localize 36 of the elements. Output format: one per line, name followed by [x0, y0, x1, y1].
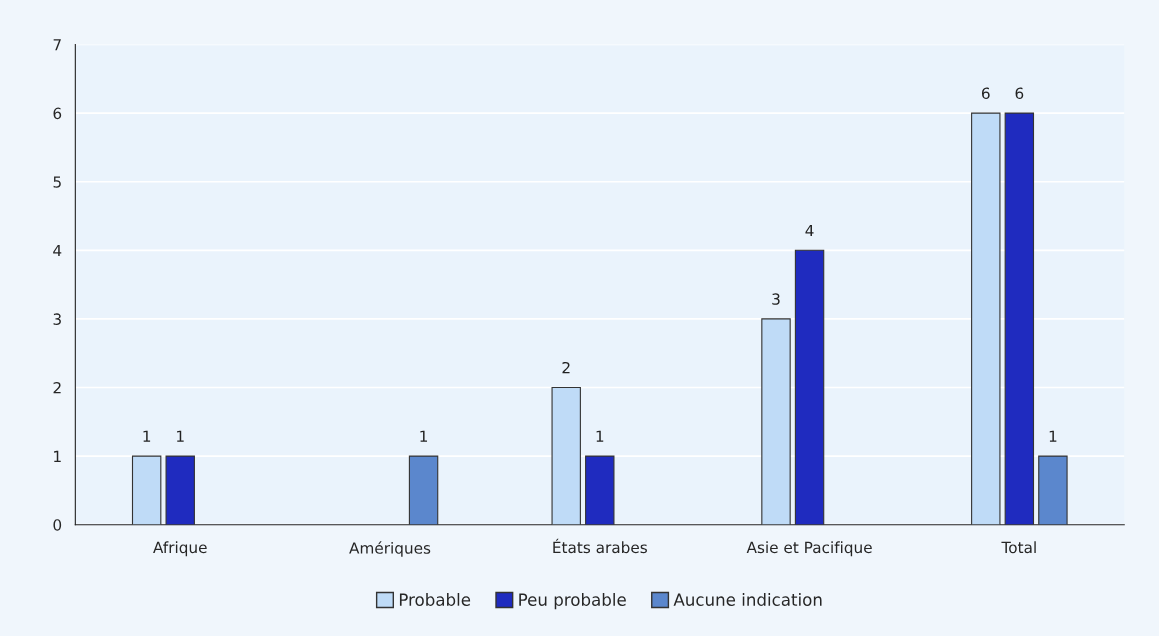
data-label: 6: [1015, 87, 1024, 100]
bar: [1038, 455, 1068, 525]
x-tick-label: États arabes: [553, 538, 647, 554]
bar: [971, 112, 1001, 525]
data-label: 1: [143, 430, 151, 442]
bar: [165, 455, 195, 525]
legend-label: Probable: [399, 593, 471, 606]
bar: [551, 386, 581, 525]
x-tick-label: Total: [1001, 541, 1036, 554]
bar: [794, 249, 825, 525]
data-label: 4: [805, 224, 814, 237]
bar: [408, 455, 439, 525]
y-tick-label: 1: [54, 450, 61, 462]
x-tick-label: Afrique: [153, 541, 207, 557]
data-label: 1: [177, 430, 184, 442]
y-tick-label: 4: [53, 244, 62, 257]
bar: [585, 455, 615, 525]
bar: [1004, 112, 1035, 525]
data-label: 6: [981, 87, 990, 100]
data-label: 3: [772, 293, 780, 305]
data-label: 1: [420, 430, 428, 442]
legend-label: Aucune indication: [673, 593, 822, 606]
bar: [761, 318, 791, 525]
y-tick-label: 7: [53, 39, 61, 51]
y-tick-label: 5: [53, 176, 61, 188]
data-label: 1: [596, 430, 604, 442]
data-label: 2: [562, 361, 570, 374]
x-tick-label: Amériques: [349, 541, 431, 557]
y-tick-label: 2: [53, 381, 61, 394]
y-tick-label: 0: [53, 519, 62, 531]
y-tick-label: 3: [53, 313, 61, 325]
bar: [131, 455, 162, 525]
y-tick-label: 6: [53, 107, 62, 120]
x-tick-label: Asie et Pacifique: [746, 541, 872, 557]
legend-label: Peu probable: [519, 593, 626, 610]
data-label: 1: [1049, 430, 1057, 442]
